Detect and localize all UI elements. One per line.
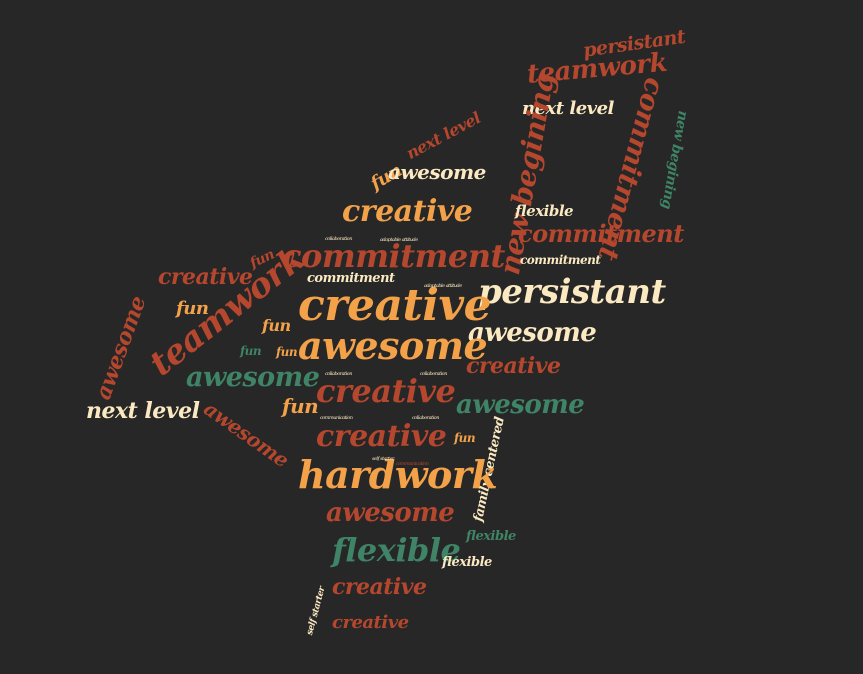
word-awesome-a: awesome: [388, 160, 486, 184]
word-adaptable-attitude-a: adaptable attitude: [380, 237, 418, 243]
word-flexible-b: flexible: [466, 529, 516, 544]
word-new-begining-right: new begining: [657, 109, 691, 210]
word-creative-g: creative: [332, 612, 409, 633]
word-next-level-main: next level: [86, 398, 200, 424]
word-adaptable-attitude-b: adaptable attitude: [424, 283, 462, 289]
word-fun-e: fun: [240, 344, 262, 358]
word-awesome-c: awesome: [90, 292, 152, 404]
word-collaboration-a: collaboration: [325, 236, 352, 242]
word-fun-f: fun: [276, 345, 298, 359]
word-collaboration-b: collaboration: [325, 371, 352, 377]
word-creative-main: creative: [298, 280, 492, 331]
word-awesome-d: awesome: [186, 362, 320, 393]
word-awesome-f: awesome: [326, 498, 455, 528]
word-self-starter-a: self starter: [305, 585, 328, 637]
word-commitment-d: commitment: [520, 253, 601, 267]
word-communication-b: communication: [396, 461, 429, 467]
word-fun-c: fun: [176, 298, 209, 319]
word-flexible-c: flexible: [442, 555, 492, 570]
word-self-starter-b: self starter: [372, 456, 394, 462]
word-fun-i: fun: [454, 431, 476, 445]
word-persistant-main: persistant: [478, 272, 666, 312]
word-creative-c: creative: [466, 353, 561, 379]
word-commitment-b: commitment: [518, 219, 684, 248]
word-creative-d: creative: [316, 372, 456, 410]
word-creative-f: creative: [332, 574, 427, 600]
word-communication-a: communication: [320, 415, 353, 421]
word-creative-b: creative: [158, 264, 253, 290]
word-next-level-diag: next level: [403, 108, 484, 164]
word-teamwork-diag: teamwork: [142, 238, 313, 385]
word-collaboration-d: collaboration: [412, 415, 439, 421]
word-fun-h: awesome: [456, 390, 585, 420]
word-collaboration-c: collaboration: [420, 371, 447, 377]
word-fun-d: fun: [262, 316, 291, 335]
word-awesome-e: awesome: [199, 396, 294, 473]
word-awesome-main: awesome: [298, 323, 488, 368]
word-flexible-main: flexible: [332, 531, 461, 569]
word-flexible-a: flexible: [515, 202, 574, 220]
word-awesome-b: awesome: [468, 318, 597, 348]
word-commitment-c: commitment: [282, 237, 505, 275]
word-fun-g: fun: [282, 394, 319, 418]
word-creative-e: creative: [316, 419, 447, 454]
word-commitment-e: commitment: [307, 271, 395, 286]
word-creative-a: creative: [342, 194, 473, 229]
word-next-level-top: next level: [522, 98, 614, 119]
word-hardwork: hardwork: [298, 452, 498, 497]
